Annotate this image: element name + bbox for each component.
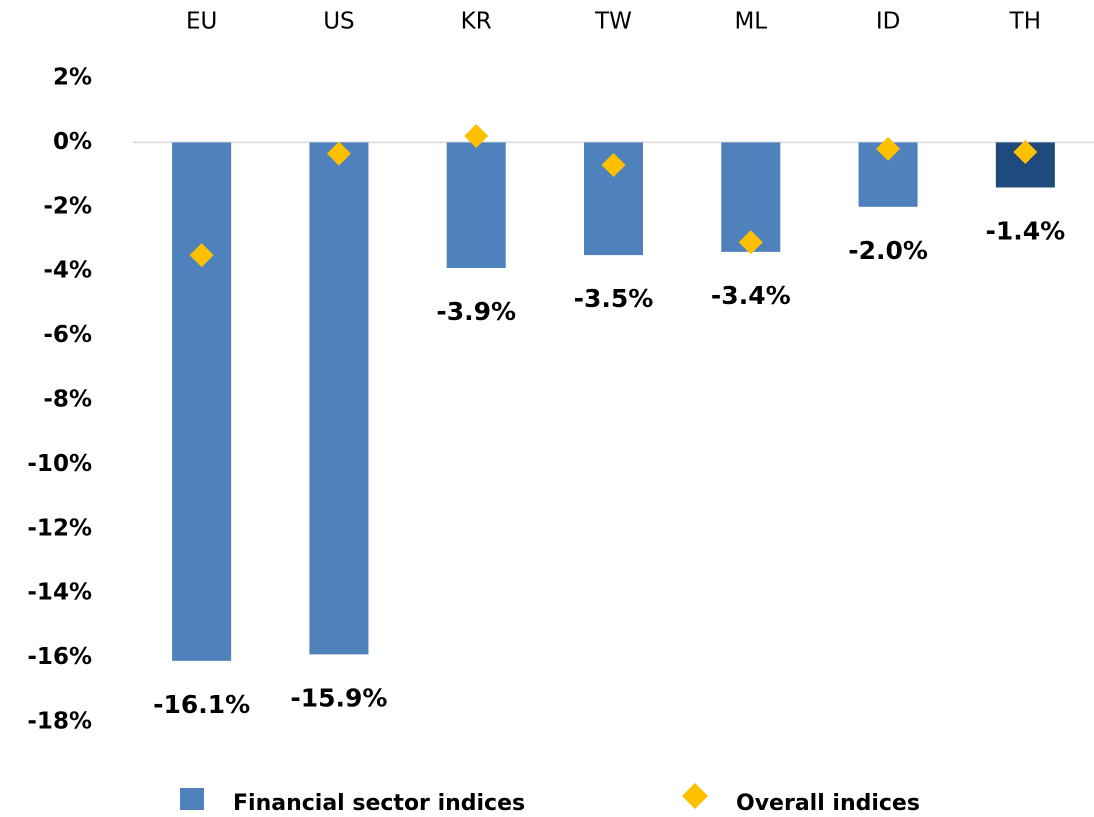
x-tick-label: KR — [461, 9, 492, 35]
point — [738, 230, 763, 255]
legend-swatch — [180, 788, 204, 810]
point — [189, 243, 214, 268]
point — [1013, 140, 1038, 165]
value-label: -16.1% — [153, 690, 250, 719]
value-label: -3.4% — [711, 281, 791, 310]
x-tick-label: TW — [594, 9, 632, 35]
legend-label: Overall indices — [736, 791, 920, 816]
value-label: -3.9% — [436, 297, 516, 326]
bar — [172, 142, 232, 661]
value-label: -1.4% — [985, 216, 1065, 245]
point — [326, 141, 351, 166]
bar — [446, 142, 506, 268]
point — [601, 152, 626, 177]
y-tick-label: -2% — [43, 193, 92, 219]
value-label: -3.5% — [574, 284, 654, 313]
value-label: -15.9% — [290, 683, 387, 712]
y-tick-label: 0% — [53, 129, 92, 155]
y-tick-label: -10% — [27, 451, 92, 477]
legend-marker — [682, 783, 708, 809]
x-tick-label: TH — [1009, 9, 1041, 35]
y-tick-label: 2% — [53, 65, 92, 91]
x-tick-label: ML — [734, 9, 767, 35]
y-tick-label: -14% — [27, 580, 92, 606]
x-tick-label: EU — [186, 9, 217, 35]
point — [876, 136, 901, 161]
y-tick-label: -18% — [27, 709, 92, 735]
legend-label: Financial sector indices — [233, 791, 525, 816]
point — [464, 123, 489, 148]
y-tick-label: -4% — [43, 258, 92, 284]
y-tick-label: -12% — [27, 515, 92, 541]
x-tick-label: ID — [876, 9, 901, 35]
y-tick-label: -16% — [27, 644, 92, 670]
y-tick-label: -8% — [43, 387, 92, 413]
x-tick-label: US — [323, 9, 354, 35]
bar — [309, 142, 369, 655]
y-tick-label: -6% — [43, 322, 92, 348]
value-label: -2.0% — [848, 236, 928, 265]
